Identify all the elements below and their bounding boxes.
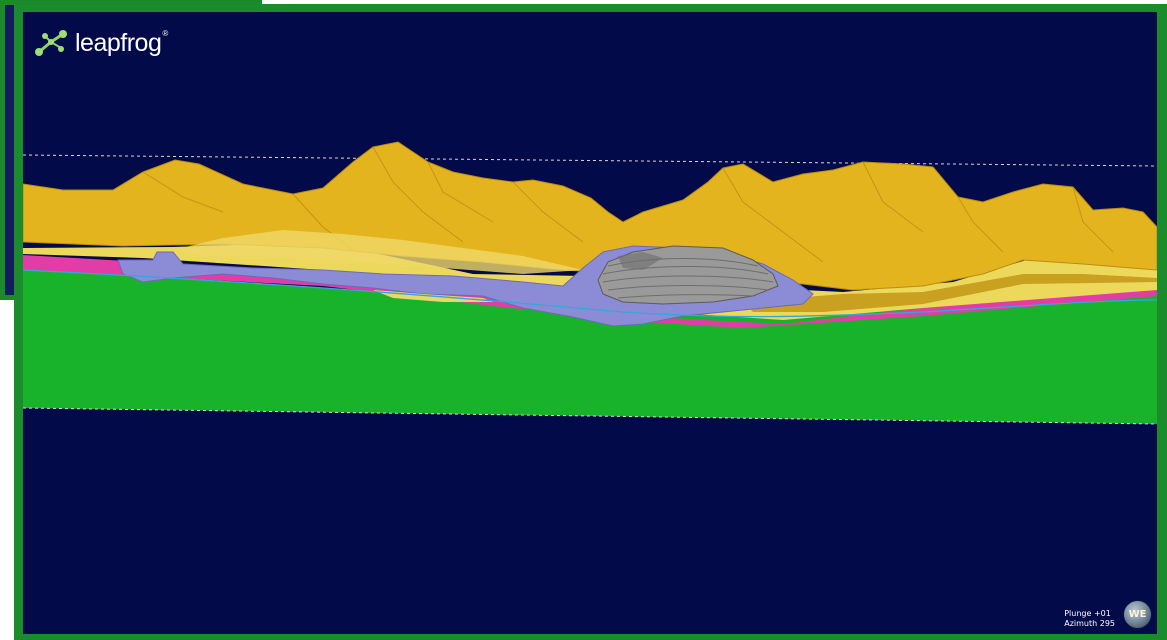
compass-icon[interactable]: WE xyxy=(1123,600,1152,629)
pit-shadow xyxy=(618,252,663,270)
view-orientation: Plunge +01 Azimuth 295 xyxy=(1064,609,1115,629)
leapfrog-logo: leapfrog® xyxy=(33,28,168,58)
basement-unit xyxy=(23,270,1157,424)
azimuth-readout: Azimuth 295 xyxy=(1064,619,1115,628)
3d-viewport[interactable]: leapfrog® Plunge +01 Azimuth 295 WE xyxy=(23,12,1157,634)
pit-benches xyxy=(602,258,774,299)
geological-scene xyxy=(23,141,1157,425)
water-table-line xyxy=(23,269,1157,318)
leapfrog-logo-icon xyxy=(35,30,67,56)
logo-text: leapfrog® xyxy=(75,29,168,58)
logo-wordmark: leapfrog xyxy=(75,28,162,57)
plunge-readout: Plunge +01 xyxy=(1064,609,1111,618)
compass-label: WE xyxy=(1128,609,1147,620)
scene-window: leapfrog® Plunge +01 Azimuth 295 WE xyxy=(14,4,1167,640)
logo-trademark: ® xyxy=(162,28,168,38)
terrain-foreground-highlight xyxy=(173,230,583,274)
terrain-ridges xyxy=(142,146,1114,263)
ochre-strip xyxy=(743,274,1157,312)
